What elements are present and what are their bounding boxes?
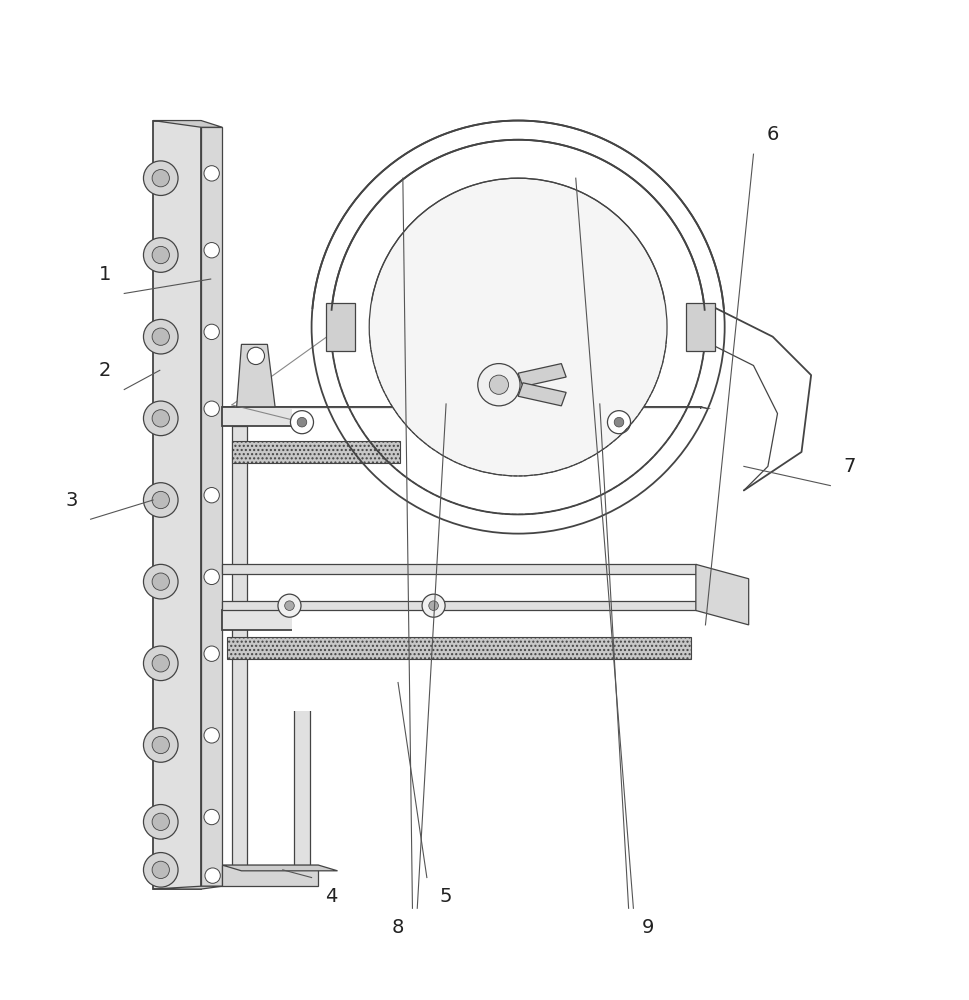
Polygon shape xyxy=(222,407,754,421)
Text: 1: 1 xyxy=(99,265,111,284)
Circle shape xyxy=(489,375,509,394)
Circle shape xyxy=(204,569,219,585)
Circle shape xyxy=(204,728,219,743)
Text: 3: 3 xyxy=(65,490,78,510)
Circle shape xyxy=(204,243,219,258)
Circle shape xyxy=(152,573,170,590)
Circle shape xyxy=(608,411,631,434)
Text: 2: 2 xyxy=(99,361,111,380)
Circle shape xyxy=(143,805,178,839)
Circle shape xyxy=(478,364,520,406)
Bar xyxy=(227,637,691,659)
Circle shape xyxy=(152,861,170,879)
Circle shape xyxy=(143,728,178,762)
Text: 9: 9 xyxy=(641,918,654,937)
Bar xyxy=(222,564,696,574)
Circle shape xyxy=(143,646,178,681)
Polygon shape xyxy=(222,865,337,871)
Circle shape xyxy=(285,601,295,610)
Circle shape xyxy=(204,809,219,825)
Bar xyxy=(232,441,400,463)
Bar xyxy=(202,127,222,886)
Circle shape xyxy=(247,347,265,365)
Text: 7: 7 xyxy=(843,457,856,476)
Circle shape xyxy=(204,324,219,340)
Circle shape xyxy=(297,417,307,427)
Text: 4: 4 xyxy=(325,887,337,906)
Circle shape xyxy=(143,483,178,517)
Polygon shape xyxy=(153,886,222,889)
Circle shape xyxy=(278,594,301,617)
Polygon shape xyxy=(696,610,749,644)
Text: 6: 6 xyxy=(766,125,779,144)
Circle shape xyxy=(143,853,178,887)
Bar xyxy=(222,865,318,886)
Circle shape xyxy=(152,736,170,754)
Polygon shape xyxy=(518,364,566,387)
Circle shape xyxy=(204,646,219,661)
Bar xyxy=(293,409,888,711)
Circle shape xyxy=(204,166,219,181)
Bar xyxy=(222,407,701,426)
Polygon shape xyxy=(222,610,749,625)
Circle shape xyxy=(152,170,170,187)
Circle shape xyxy=(143,319,178,354)
Text: 5: 5 xyxy=(440,887,453,906)
Circle shape xyxy=(291,411,314,434)
Bar xyxy=(222,610,696,630)
Polygon shape xyxy=(701,407,754,440)
Circle shape xyxy=(152,491,170,509)
Circle shape xyxy=(204,488,219,503)
Bar xyxy=(232,426,247,870)
Polygon shape xyxy=(326,303,355,351)
Polygon shape xyxy=(518,383,566,406)
Polygon shape xyxy=(153,121,222,127)
Circle shape xyxy=(428,601,438,610)
Circle shape xyxy=(143,161,178,195)
Circle shape xyxy=(152,328,170,345)
Bar xyxy=(222,601,696,610)
Polygon shape xyxy=(696,564,749,625)
Text: 8: 8 xyxy=(391,918,404,937)
Circle shape xyxy=(143,238,178,272)
Circle shape xyxy=(143,401,178,436)
Bar xyxy=(153,121,202,889)
Circle shape xyxy=(152,410,170,427)
Circle shape xyxy=(422,594,445,617)
Polygon shape xyxy=(236,344,275,407)
Circle shape xyxy=(152,246,170,264)
Bar xyxy=(295,426,310,870)
Circle shape xyxy=(204,401,219,416)
Polygon shape xyxy=(686,303,715,351)
Circle shape xyxy=(614,417,624,427)
Circle shape xyxy=(369,178,667,476)
Circle shape xyxy=(143,564,178,599)
Circle shape xyxy=(205,868,220,883)
Circle shape xyxy=(152,813,170,830)
Circle shape xyxy=(152,655,170,672)
